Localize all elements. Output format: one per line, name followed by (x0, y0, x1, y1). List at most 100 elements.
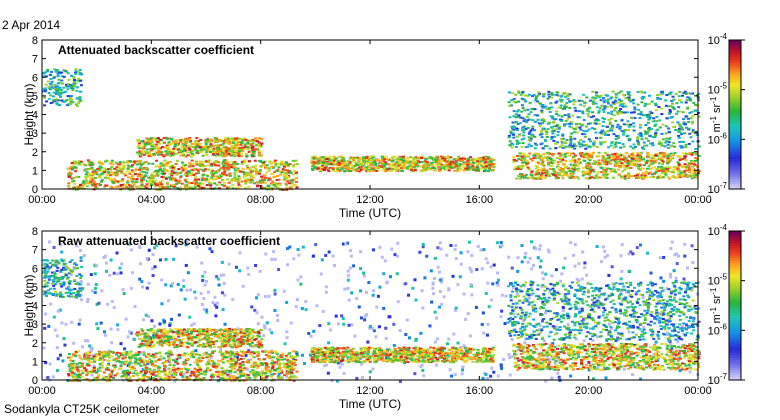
noise-cell (624, 296, 628, 300)
signal-cell (161, 170, 165, 173)
noise-cell (582, 339, 586, 343)
signal-cell (542, 118, 546, 121)
signal-cell (185, 175, 189, 178)
signal-cell (263, 160, 267, 163)
signal-cell (671, 153, 675, 156)
signal-cell (271, 187, 275, 190)
signal-cell (128, 185, 132, 188)
noise-cell (318, 324, 322, 328)
signal-cell (134, 168, 138, 171)
signal-cell (198, 145, 202, 148)
signal-cell (75, 89, 79, 92)
signal-cell (539, 154, 543, 157)
signal-cell (480, 160, 484, 163)
signal-cell (605, 163, 609, 166)
signal-cell (154, 151, 158, 154)
signal-cell (431, 165, 435, 168)
signal-cell (341, 158, 345, 161)
signal-cell (690, 162, 694, 165)
signal-cell (368, 155, 372, 158)
signal-cell (128, 160, 132, 163)
signal-cell (537, 161, 541, 164)
signal-cell (619, 157, 623, 160)
signal-cell (540, 133, 544, 136)
signal-cell (611, 101, 615, 104)
signal-cell (381, 168, 385, 171)
signal-cell (195, 137, 199, 140)
noise-cell (559, 279, 563, 283)
signal-cell (534, 167, 538, 170)
signal-cell (562, 124, 566, 127)
signal-cell (597, 161, 601, 164)
signal-cell (187, 138, 191, 141)
noise-cell (620, 289, 624, 293)
signal-cell (208, 150, 212, 153)
noise-cell (526, 260, 530, 264)
noise-cell (459, 251, 463, 255)
noise-cell (384, 336, 388, 340)
signal-cell (603, 140, 607, 143)
signal-cell (179, 167, 183, 170)
signal-cell (142, 143, 146, 146)
signal-cell (484, 165, 488, 168)
signal-cell (593, 127, 597, 130)
signal-cell (587, 128, 591, 131)
signal-cell (529, 129, 533, 132)
signal-cell (394, 167, 398, 170)
signal-cell (476, 167, 480, 170)
signal-cell (257, 141, 261, 144)
signal-cell (576, 161, 580, 164)
signal-cell (452, 158, 456, 161)
signal-cell (77, 102, 81, 105)
signal-cell (235, 162, 239, 165)
noise-cell (573, 243, 577, 247)
noise-cell (538, 244, 542, 248)
signal-cell (560, 171, 564, 174)
signal-cell (292, 164, 296, 167)
signal-cell (599, 131, 603, 134)
signal-cell (658, 119, 662, 122)
noise-cell (140, 280, 144, 284)
signal-cell (568, 93, 572, 96)
noise-cell (469, 268, 473, 272)
signal-cell (606, 167, 610, 170)
signal-cell (318, 170, 322, 173)
signal-cell (586, 108, 590, 111)
signal-cell (109, 171, 113, 174)
noise-cell (666, 331, 670, 335)
signal-cell (521, 126, 525, 129)
colorbar-step (729, 102, 741, 106)
noise-cell (95, 302, 99, 306)
noise-cell (456, 283, 460, 287)
noise-cell (553, 361, 557, 365)
noise-cell (539, 259, 543, 263)
signal-cell (545, 171, 549, 174)
signal-cell (262, 177, 266, 180)
signal-cell (647, 130, 651, 133)
signal-cell (204, 160, 208, 163)
noise-cell (346, 355, 350, 359)
signal-cell (208, 137, 212, 140)
signal-cell (580, 99, 584, 102)
signal-cell (155, 165, 159, 168)
signal-cell (75, 185, 79, 188)
signal-cell (567, 114, 571, 117)
signal-cell (261, 163, 265, 166)
noise-cell (524, 337, 528, 341)
noise-cell (124, 317, 128, 321)
signal-cell (199, 186, 203, 189)
signal-cell (186, 154, 190, 157)
signal-cell (368, 163, 372, 166)
signal-cell (265, 186, 269, 189)
signal-cell (618, 127, 622, 130)
signal-cell (626, 162, 630, 165)
signal-cell (190, 171, 194, 174)
signal-cell (278, 170, 282, 173)
noise-cell (486, 376, 490, 380)
signal-cell (310, 161, 314, 164)
signal-cell (580, 155, 584, 158)
signal-cell (566, 97, 570, 100)
signal-cell (680, 128, 684, 131)
signal-cell (359, 167, 363, 170)
signal-cell (572, 103, 576, 106)
